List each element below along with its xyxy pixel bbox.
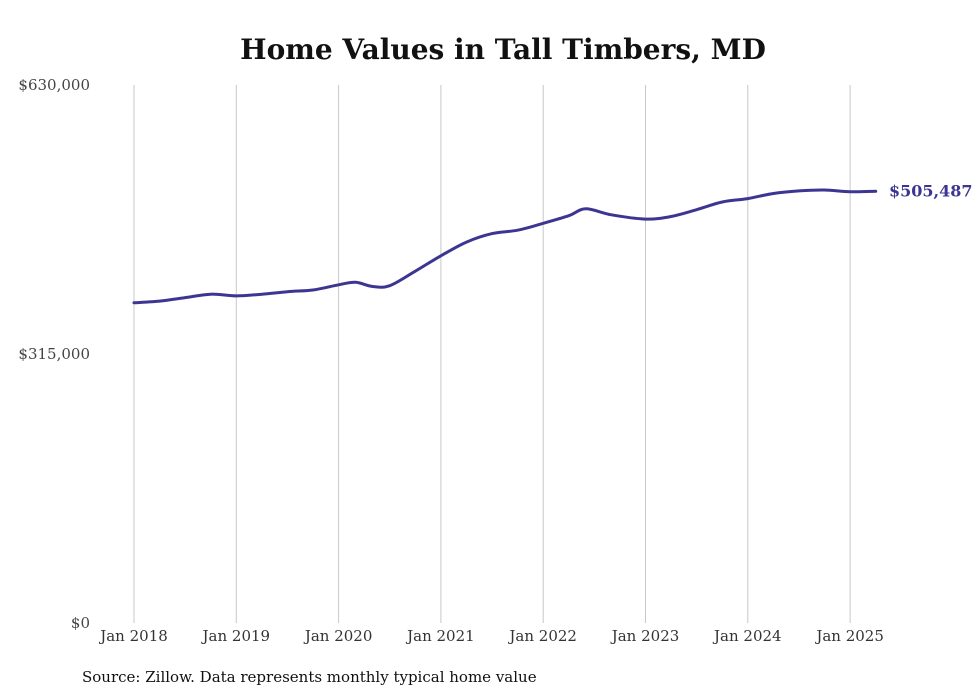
chart-title: Home Values in Tall Timbers, MD xyxy=(240,33,766,66)
series-line xyxy=(132,188,878,305)
end-value-label: $505,487 xyxy=(889,181,973,200)
y-tick-label: $315,000 xyxy=(18,345,90,363)
x-tick-label: Jan 2020 xyxy=(303,627,373,645)
x-tick-label: Jan 2025 xyxy=(814,627,884,645)
x-tick-label: Jan 2022 xyxy=(507,627,577,645)
x-tick-label: Jan 2019 xyxy=(201,627,271,645)
gridlines xyxy=(133,85,851,623)
x-tick-label: Jan 2024 xyxy=(712,627,782,645)
source-note: Source: Zillow. Data represents monthly … xyxy=(82,668,537,686)
series-group: $505,487 xyxy=(132,181,973,305)
x-tick-label: Jan 2018 xyxy=(98,627,168,645)
x-tick-label: Jan 2023 xyxy=(610,627,680,645)
x-tick-label: Jan 2021 xyxy=(405,627,475,645)
y-axis: $0 $315,000 $630,000 xyxy=(18,76,90,632)
y-tick-label: $0 xyxy=(71,614,90,632)
x-axis: Jan 2018 Jan 2019 Jan 2020 Jan 2021 Jan 2022… xyxy=(98,627,884,645)
y-tick-label: $630,000 xyxy=(18,76,90,94)
